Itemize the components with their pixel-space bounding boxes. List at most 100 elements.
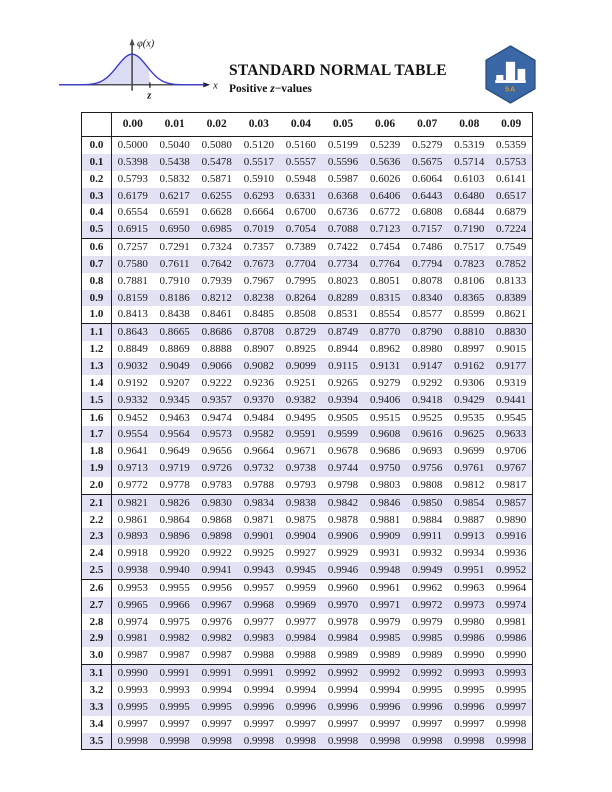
value-cell: 0.9974: [117, 615, 148, 628]
phi-axis-label: φ(x): [137, 38, 155, 49]
value-cell: 0.9162: [448, 357, 491, 375]
value-cell: 0.5239: [369, 139, 401, 151]
value-cell: 0.9994: [201, 684, 232, 696]
value-cell: 0.9082: [237, 357, 280, 375]
normal-curve-plot: φ(x) x z: [58, 38, 218, 102]
value-cell: 0.9599: [321, 426, 365, 444]
value-cell: 0.7357: [237, 238, 280, 256]
value-cell: 0.9554: [111, 426, 154, 444]
x-axis-label: x: [212, 80, 218, 91]
value-cell: 0.9963: [448, 578, 491, 597]
col-header: 0.09: [490, 112, 533, 137]
value-cell: 0.6331: [279, 187, 322, 205]
table-row: 1.4 0.9192 0.9207 0.9222 0.9236 0.9251 0.9265 0…: [81, 374, 533, 392]
value-cell: 0.9406: [364, 391, 407, 409]
value-cell: 0.9788: [243, 478, 274, 491]
value-cell: 0.8869: [159, 343, 190, 356]
value-cell: 0.9535: [448, 408, 491, 427]
value-cell: 0.8389: [490, 289, 533, 307]
z-cell: 3.1: [81, 664, 112, 682]
value-cell: 0.6255: [195, 187, 238, 205]
value-cell: 0.9893: [111, 528, 154, 546]
value-cell: 0.9901: [237, 528, 280, 546]
value-cell: 0.9032: [111, 357, 154, 375]
col-header: 0.03: [237, 112, 280, 137]
value-cell: 0.6772: [369, 206, 401, 219]
value-cell: 0.9838: [279, 493, 322, 512]
value-cell: 0.9918: [117, 547, 148, 560]
z-cell: 1.4: [81, 374, 112, 392]
table-row: 3.2 0.9993 0.9993 0.9994 0.9994 0.9994 0.9994 0…: [81, 682, 533, 699]
value-cell: 0.9992: [364, 664, 407, 682]
value-cell: 0.9938: [111, 562, 154, 580]
table-row: 1.7 0.9554 0.9564 0.9573 0.9582 0.9591 0.9599 0…: [81, 426, 533, 444]
value-cell: 0.7852: [490, 255, 533, 273]
value-cell: 0.9989: [327, 649, 359, 662]
value-cell: 0.9998: [153, 732, 196, 750]
value-cell: 0.9846: [364, 493, 407, 512]
value-cell: 0.6368: [321, 187, 365, 205]
z-cell: 3.3: [81, 698, 112, 716]
z-cell: 1.2: [81, 341, 112, 358]
z-cell: 0.0: [81, 136, 112, 154]
table-row: 3.1 0.9990 0.9991 0.9991 0.9991 0.9992 0.9992 0…: [81, 664, 533, 682]
value-cell: 0.9821: [111, 493, 154, 512]
value-cell: 0.9995: [111, 698, 154, 716]
value-cell: 0.9495: [279, 408, 322, 427]
value-cell: 0.9983: [237, 630, 280, 648]
value-cell: 0.9981: [111, 630, 154, 648]
value-cell: 0.8686: [195, 323, 238, 342]
value-cell: 0.9850: [406, 493, 449, 512]
col-header: 0.05: [321, 112, 365, 137]
value-cell: 0.9778: [159, 478, 190, 491]
value-cell: 0.9484: [237, 408, 280, 427]
value-cell: 0.9474: [195, 408, 238, 427]
value-cell: 0.9573: [195, 426, 238, 444]
normal-table-head: 0.00 0.01 0.02 0.03 0.04 0.05 0.06 0.07 0.08 0.09: [81, 112, 533, 137]
value-cell: 0.5359: [496, 139, 527, 151]
value-cell: 0.9015: [496, 343, 527, 356]
table-row: 1.3 0.9032 0.9049 0.9066 0.9082 0.9099 0.9115 0…: [81, 357, 533, 375]
logo: 5A: [484, 45, 537, 104]
value-cell: 0.9345: [153, 391, 196, 409]
value-cell: 0.8962: [369, 343, 401, 356]
value-cell: 0.9913: [448, 528, 491, 546]
value-cell: 0.9608: [364, 426, 407, 444]
value-cell: 0.5040: [159, 139, 190, 151]
value-cell: 0.8106: [454, 274, 485, 287]
z-cell: 1.3: [81, 357, 112, 375]
z-cell: 0.1: [81, 153, 112, 171]
value-cell: 0.9732: [237, 460, 280, 477]
value-cell: 0.9452: [111, 408, 154, 427]
value-cell: 0.9925: [243, 547, 274, 560]
value-cell: 0.7611: [153, 255, 196, 273]
value-cell: 0.9997: [327, 717, 359, 730]
value-cell: 0.8315: [364, 289, 407, 307]
value-cell: 0.9686: [369, 445, 401, 458]
value-cell: 0.9957: [237, 578, 280, 597]
table-row: 1.6 0.9452 0.9463 0.9474 0.9484 0.9495 0.9505 0…: [81, 408, 533, 427]
value-cell: 0.9986: [448, 630, 491, 648]
value-cell: 0.8554: [369, 308, 401, 321]
value-cell: 0.9949: [406, 562, 449, 580]
value-cell: 0.9995: [454, 684, 485, 696]
value-cell: 0.9997: [412, 717, 443, 730]
value-cell: 0.9956: [195, 578, 238, 597]
value-cell: 0.9842: [321, 493, 365, 512]
value-cell: 0.6480: [448, 187, 491, 205]
z-cell: 2.4: [81, 545, 112, 563]
value-cell: 0.5987: [327, 172, 359, 185]
value-cell: 0.8159: [111, 289, 154, 307]
value-cell: 0.9875: [285, 513, 317, 526]
value-cell: 0.9719: [153, 460, 196, 477]
value-cell: 0.9979: [369, 615, 401, 628]
value-cell: 0.9868: [201, 513, 232, 526]
z-cell: 2.5: [81, 562, 112, 580]
value-cell: 0.8810: [448, 323, 491, 342]
value-cell: 0.9996: [237, 698, 280, 716]
table-row: 3.5 0.9998 0.9998 0.9998 0.9998 0.9998 0.9998 0…: [81, 732, 533, 750]
value-cell: 0.9713: [111, 460, 154, 477]
value-cell: 0.9099: [279, 357, 322, 375]
value-cell: 0.9951: [448, 562, 491, 580]
value-cell: 0.9803: [369, 478, 401, 491]
